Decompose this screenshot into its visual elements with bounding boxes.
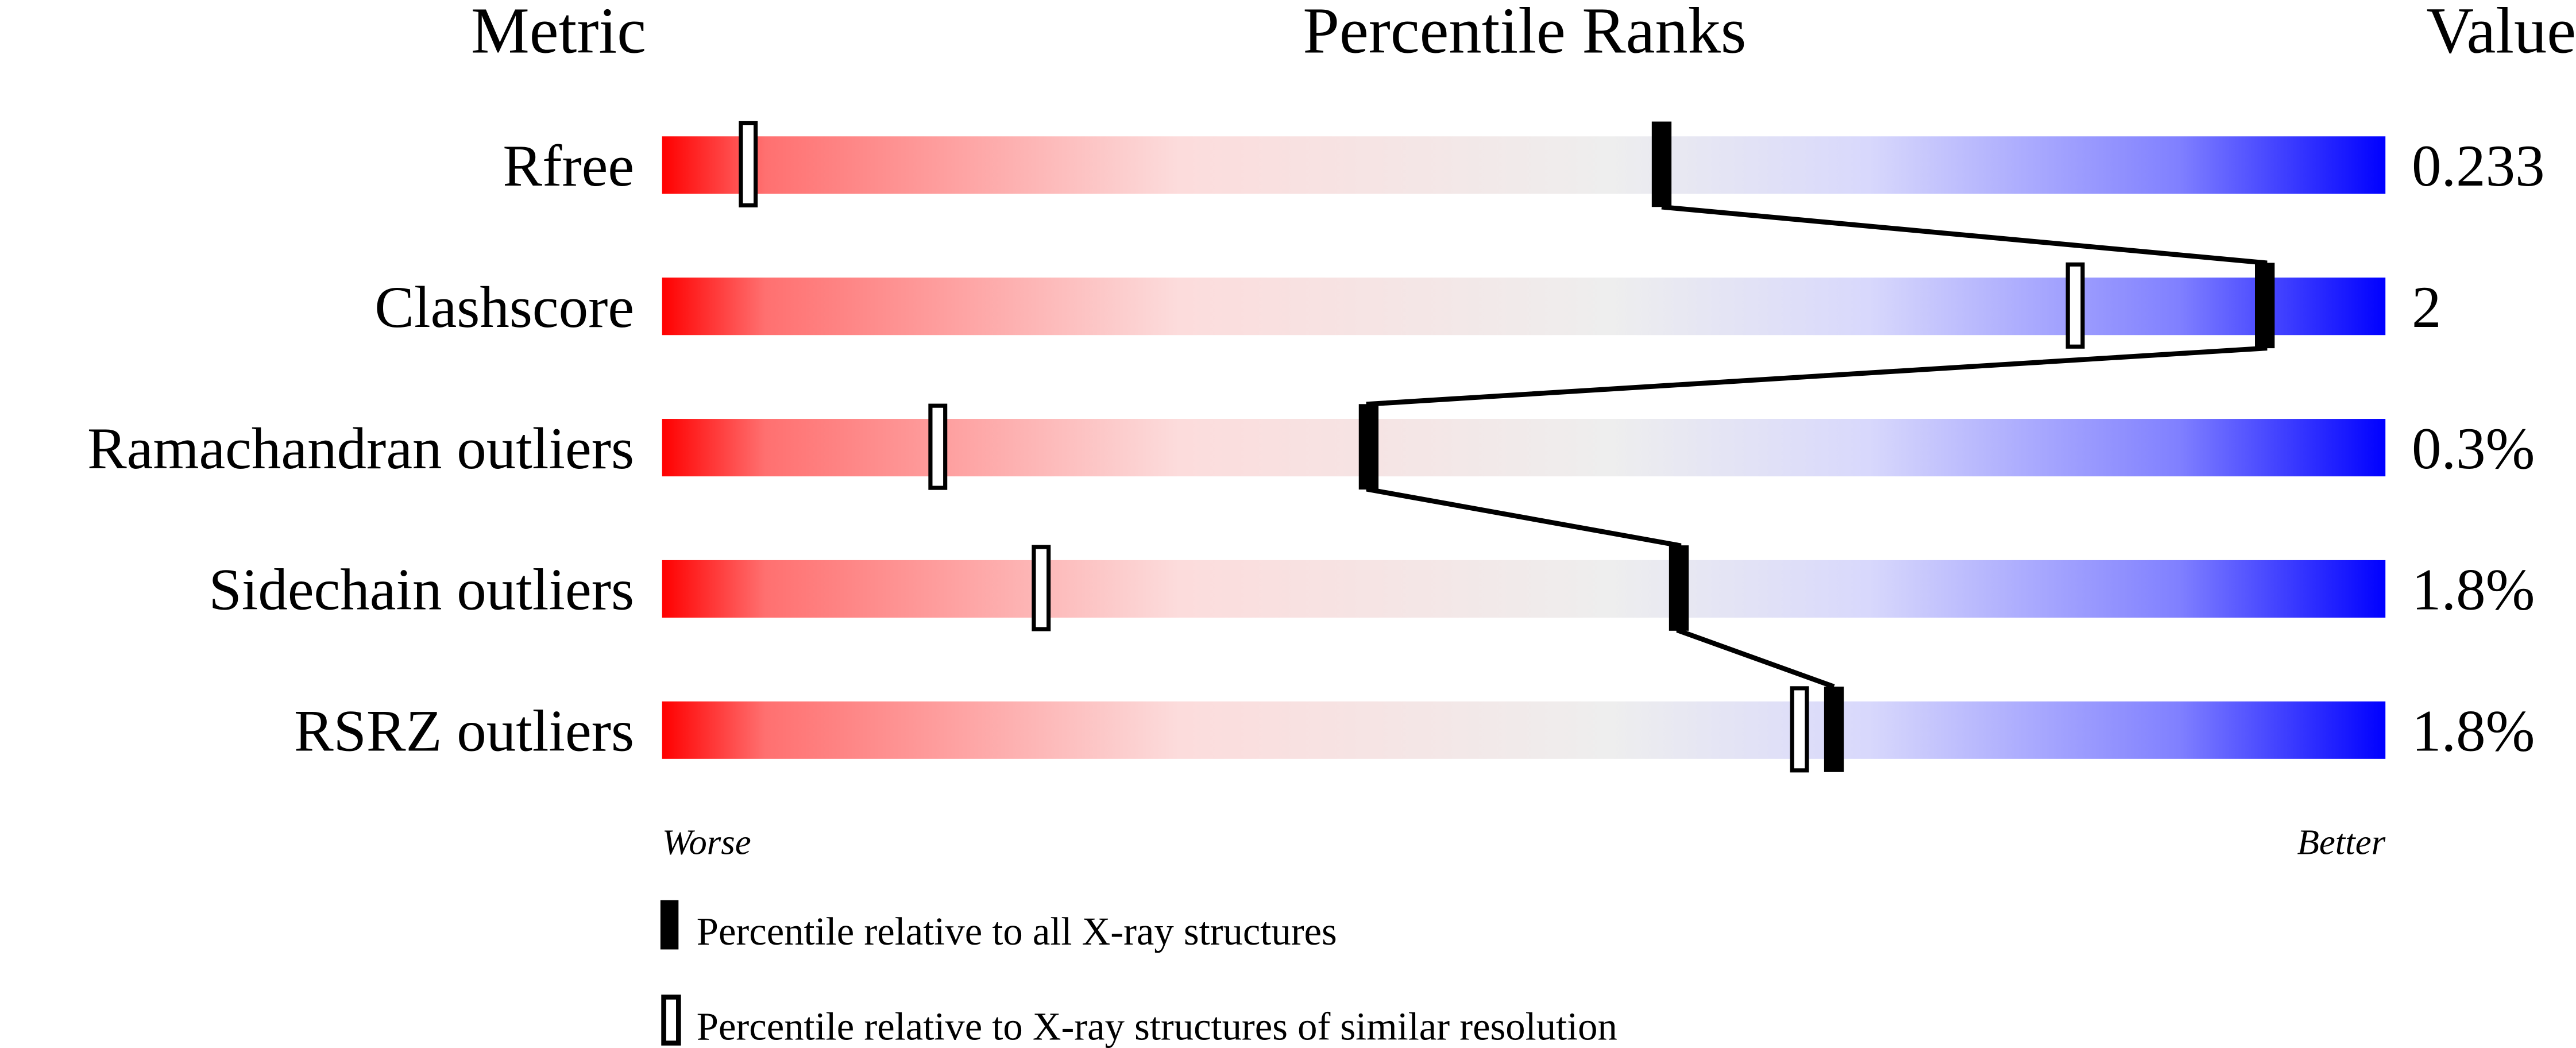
similar-resolution-marker: [739, 121, 758, 207]
metric-value: 2: [2412, 275, 2441, 340]
metric-label: Clashscore: [374, 275, 634, 340]
worse-label: Worse: [662, 822, 751, 862]
percentile-bar: [662, 419, 2386, 477]
metric-label: Sidechain outliers: [208, 557, 634, 623]
metric-label: Ramachandran outliers: [87, 416, 634, 481]
metric-value: 1.8%: [2412, 557, 2535, 623]
metric-label: RSRZ outliers: [294, 699, 634, 764]
percentile-bar: [662, 136, 2386, 194]
similar-resolution-marker: [1032, 545, 1051, 631]
metric-value: 0.3%: [2412, 416, 2535, 481]
similar-resolution-marker: [2065, 262, 2085, 349]
similar-resolution-marker: [1790, 686, 1809, 773]
similar-resolution-marker: [928, 403, 948, 490]
all-structures-marker: [1669, 545, 1689, 631]
percentile-bar: [662, 278, 2386, 336]
header-percentile-ranks: Percentile Ranks: [1303, 0, 1746, 67]
legend-filled-marker: [660, 900, 679, 950]
header-value: Value: [2427, 0, 2576, 67]
metric-value: 1.8%: [2412, 699, 2535, 764]
legend-filled-label: Percentile relative to all X-ray structu…: [697, 910, 1337, 953]
all-structures-marker: [1824, 687, 1844, 772]
header-metric: Metric: [471, 0, 646, 67]
better-label: Better: [2297, 822, 2385, 862]
all-structures-marker: [2255, 263, 2275, 349]
legend-open-marker: [661, 995, 681, 1046]
metric-value: 0.233: [2412, 133, 2545, 199]
percentile-bar: [662, 560, 2386, 618]
metric-label: Rfree: [503, 133, 634, 199]
legend-open-label: Percentile relative to X-ray structures …: [697, 1005, 1617, 1048]
all-structures-marker: [1358, 404, 1379, 490]
all-structures-marker: [1651, 121, 1672, 207]
percentile-bar: [662, 701, 2386, 759]
